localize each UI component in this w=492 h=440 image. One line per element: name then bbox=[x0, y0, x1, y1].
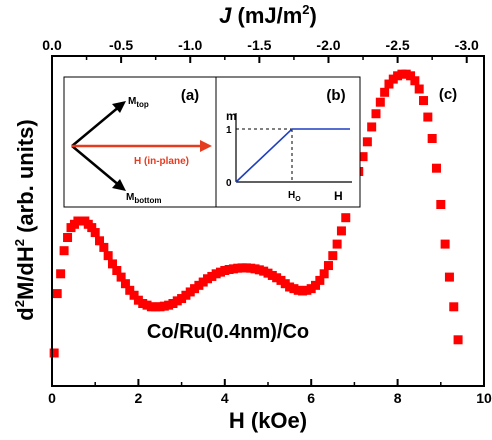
data-point bbox=[95, 236, 105, 246]
top-tick-label: -1.0 bbox=[178, 37, 202, 53]
inset-b-label: (b) bbox=[326, 87, 345, 104]
magnetization-curve bbox=[235, 128, 350, 183]
data-point bbox=[341, 213, 351, 223]
y-axis-sup1: 2 bbox=[12, 300, 27, 307]
m-bottom-arrow bbox=[71, 145, 126, 191]
data-point bbox=[328, 251, 338, 261]
x-tick-label: 0 bbox=[48, 390, 56, 406]
m-top-main: M bbox=[128, 96, 136, 107]
sample-annotation: Co/Ru(0.4nm)/Co bbox=[147, 321, 309, 343]
data-point bbox=[63, 233, 73, 242]
h-field-arrow bbox=[72, 140, 212, 152]
m-bottom-sub: bottom bbox=[134, 196, 161, 205]
m-top-sub: top bbox=[136, 100, 149, 109]
inset-frame bbox=[63, 76, 361, 208]
top-tick-label: -1.5 bbox=[247, 37, 271, 53]
x-axis-title: H (kOe) bbox=[229, 408, 307, 433]
data-point bbox=[103, 251, 113, 261]
y-axis-sup2: 2 bbox=[12, 239, 27, 246]
data-point bbox=[380, 87, 390, 97]
data-point bbox=[315, 275, 325, 285]
data-point bbox=[375, 97, 385, 107]
y-axis-title: d2M/dH2 (arb. units) bbox=[12, 119, 38, 320]
data-point bbox=[431, 163, 441, 173]
data-point bbox=[129, 290, 139, 300]
x-tick-label: 4 bbox=[221, 390, 229, 406]
panel-c-label: (c) bbox=[439, 86, 457, 103]
m-bottom-main: M bbox=[126, 192, 134, 203]
x-tick-label: 2 bbox=[135, 390, 143, 406]
m-top-arrow bbox=[71, 101, 126, 147]
data-point bbox=[87, 223, 97, 233]
ticks-layer: 0 2 4 6 8 100.0 -0.5 -1.0 -1.5 -2.0 -2.5 -3.0 bbox=[42, 37, 492, 406]
inset-group: (a) Mtop Mbottom H (in-plane) (b) m 1 0 bbox=[63, 76, 361, 208]
m-top-label: Mtop bbox=[128, 96, 149, 109]
data-point bbox=[116, 272, 126, 282]
top-axis-unit: (mJ/m bbox=[231, 3, 302, 28]
data-point bbox=[406, 71, 416, 81]
data-point bbox=[440, 239, 450, 249]
top-tick-label: -2.0 bbox=[316, 37, 340, 53]
top-tick-label: -2.5 bbox=[386, 37, 410, 53]
top-axis-close: ) bbox=[310, 3, 317, 28]
data-point bbox=[49, 348, 59, 358]
plot-frame bbox=[51, 55, 485, 387]
data-point bbox=[423, 112, 433, 122]
data-point bbox=[56, 269, 66, 279]
data-point bbox=[90, 228, 100, 238]
data-point bbox=[99, 242, 109, 252]
data-points bbox=[49, 69, 463, 358]
data-point bbox=[362, 137, 372, 147]
top-tick-label: -3.0 bbox=[455, 37, 479, 53]
y-axis-mid: M/dH bbox=[13, 246, 38, 300]
data-point bbox=[414, 84, 424, 94]
y-axis-main: d bbox=[13, 307, 38, 320]
x-tick-label: 6 bbox=[307, 390, 315, 406]
inset-b-y-var: m bbox=[226, 109, 237, 123]
data-point bbox=[319, 269, 329, 279]
data-point bbox=[358, 152, 368, 162]
x-tick-label: 10 bbox=[476, 390, 492, 406]
inset-b-hc-main: H bbox=[288, 190, 295, 201]
data-point bbox=[59, 246, 69, 256]
data-point bbox=[112, 266, 122, 275]
y-axis-tail: (arb. units) bbox=[13, 119, 38, 239]
inset-b-x-var: H bbox=[334, 189, 343, 203]
data-point bbox=[367, 122, 377, 132]
inset-b-hc: HO bbox=[288, 190, 301, 203]
data-point bbox=[120, 279, 130, 289]
h-field-label: H (in-plane) bbox=[134, 156, 189, 167]
inset-b-one: 1 bbox=[226, 125, 232, 136]
inset-b-zero: 0 bbox=[226, 178, 232, 189]
data-point bbox=[332, 239, 342, 249]
data-point bbox=[444, 272, 454, 282]
data-point bbox=[436, 200, 446, 209]
top-tick-label: -0.5 bbox=[109, 37, 133, 53]
data-point bbox=[125, 285, 135, 295]
inset-a-label: (a) bbox=[181, 87, 199, 104]
data-point bbox=[323, 261, 333, 271]
top-axis-title: J (mJ/m2) bbox=[219, 2, 317, 28]
data-point bbox=[410, 76, 420, 86]
data-point bbox=[107, 259, 117, 269]
data-point bbox=[52, 289, 62, 299]
data-point bbox=[449, 302, 459, 312]
top-tick-label: 0.0 bbox=[42, 37, 62, 53]
inset-b-hc-sub: O bbox=[295, 196, 301, 203]
top-axis-var: J bbox=[219, 3, 232, 28]
data-point bbox=[384, 79, 394, 89]
m-bottom-label: Mbottom bbox=[126, 192, 161, 205]
data-point bbox=[453, 335, 463, 345]
data-point bbox=[311, 280, 321, 290]
data-point bbox=[336, 226, 346, 236]
top-axis-sup: 2 bbox=[302, 2, 309, 17]
data-point bbox=[419, 96, 429, 106]
data-point bbox=[371, 109, 381, 119]
x-tick-label: 8 bbox=[394, 390, 402, 406]
data-point bbox=[427, 134, 437, 143]
